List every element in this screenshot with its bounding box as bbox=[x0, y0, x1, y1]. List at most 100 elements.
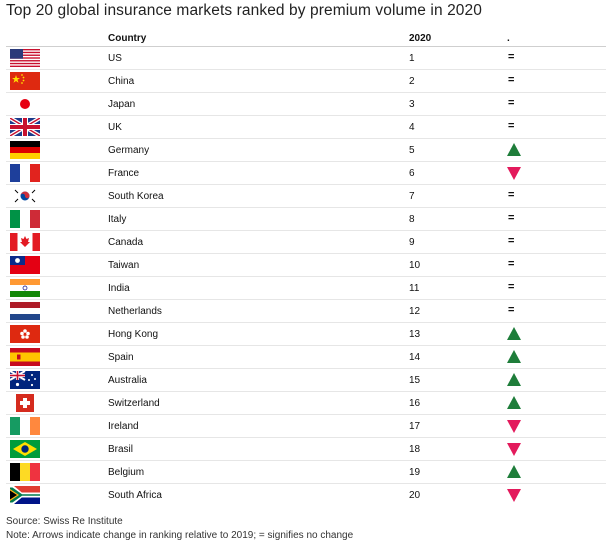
table-row: Australia 15 bbox=[6, 368, 606, 391]
table-row: Hong Kong 13 bbox=[6, 322, 606, 345]
no-change-label: = bbox=[508, 281, 515, 293]
ireland-flag-icon bbox=[10, 417, 40, 435]
rank-value: 6 bbox=[409, 168, 415, 179]
down-arrow-icon bbox=[500, 440, 528, 458]
rank-value: 19 bbox=[409, 467, 421, 478]
rank-value: 2 bbox=[409, 76, 415, 87]
down-arrow-icon bbox=[500, 164, 528, 182]
country-label: Belgium bbox=[108, 467, 145, 478]
uk-flag-icon bbox=[10, 118, 40, 136]
no-change-marker: = bbox=[500, 302, 528, 320]
country-label: Hong Kong bbox=[108, 329, 159, 340]
table-row: South Korea 7 = bbox=[6, 184, 606, 207]
down-arrow-icon bbox=[500, 417, 528, 435]
australia-flag-icon bbox=[10, 371, 40, 389]
taiwan-flag-icon bbox=[10, 256, 40, 274]
no-change-marker: = bbox=[500, 118, 528, 136]
table-row: Germany 5 bbox=[6, 138, 606, 161]
rank-value: 9 bbox=[409, 237, 415, 248]
rank-value: 8 bbox=[409, 214, 415, 225]
south-korea-flag-icon bbox=[10, 187, 40, 205]
header-change: . bbox=[507, 33, 510, 44]
us-flag-icon bbox=[10, 49, 40, 67]
no-change-marker: = bbox=[500, 233, 528, 251]
country-label: Japan bbox=[108, 99, 136, 110]
germany-flag-icon bbox=[10, 141, 40, 159]
no-change-marker: = bbox=[500, 187, 528, 205]
header-country: Country bbox=[108, 33, 147, 44]
japan-flag-icon bbox=[10, 95, 40, 113]
india-flag-icon bbox=[10, 279, 40, 297]
table-row: Canada 9 = bbox=[6, 230, 606, 253]
rank-value: 12 bbox=[409, 306, 421, 317]
rank-value: 20 bbox=[409, 490, 421, 501]
country-label: US bbox=[108, 53, 122, 64]
country-label: China bbox=[108, 76, 135, 87]
table-row: Taiwan 10 = bbox=[6, 253, 606, 276]
no-change-marker: = bbox=[500, 279, 528, 297]
no-change-marker: = bbox=[500, 256, 528, 274]
china-flag-icon bbox=[10, 72, 40, 90]
table-body: US 1 = China 2 = Japan 3 = UK 4 = Germany 5 France 6 Sou… bbox=[0, 46, 611, 506]
country-label: UK bbox=[108, 122, 122, 133]
no-change-label: = bbox=[508, 235, 515, 247]
source-note: Source: Swiss Re Institute bbox=[6, 516, 123, 527]
netherlands-flag-icon bbox=[10, 302, 40, 320]
table-header: Country 2020 . bbox=[0, 30, 611, 46]
no-change-label: = bbox=[508, 74, 515, 86]
france-flag-icon bbox=[10, 164, 40, 182]
table-row: India 11 = bbox=[6, 276, 606, 299]
country-label: Taiwan bbox=[108, 260, 140, 271]
hong-kong-flag-icon bbox=[10, 325, 40, 343]
down-arrow-icon bbox=[500, 486, 528, 504]
rank-value: 4 bbox=[409, 122, 415, 133]
table-row: China 2 = bbox=[6, 69, 606, 92]
country-label: Germany bbox=[108, 145, 150, 156]
country-label: France bbox=[108, 168, 140, 179]
table-row: Japan 3 = bbox=[6, 92, 606, 115]
rank-value: 13 bbox=[409, 329, 421, 340]
header-rank: 2020 bbox=[409, 33, 432, 44]
ranking-table: Country 2020 . US 1 = China 2 = Japan 3 = UK 4 = Ger… bbox=[0, 30, 611, 506]
no-change-label: = bbox=[508, 51, 515, 63]
switzerland-flag-icon bbox=[10, 394, 40, 412]
brazil-flag-icon bbox=[10, 440, 40, 458]
country-label: India bbox=[108, 283, 130, 294]
no-change-label: = bbox=[508, 212, 515, 224]
up-arrow-icon bbox=[500, 141, 528, 159]
table-row: Ireland 17 bbox=[6, 414, 606, 437]
country-label: Italy bbox=[108, 214, 127, 225]
rank-value: 5 bbox=[409, 145, 415, 156]
table-row: Italy 8 = bbox=[6, 207, 606, 230]
country-label: Ireland bbox=[108, 421, 139, 432]
canada-flag-icon bbox=[10, 233, 40, 251]
country-label: South Korea bbox=[108, 191, 164, 202]
table-row: Switzerland 16 bbox=[6, 391, 606, 414]
no-change-marker: = bbox=[500, 72, 528, 90]
country-label: Canada bbox=[108, 237, 144, 248]
country-label: Netherlands bbox=[108, 306, 162, 317]
footnote: Note: Arrows indicate change in ranking … bbox=[6, 530, 354, 541]
italy-flag-icon bbox=[10, 210, 40, 228]
up-arrow-icon bbox=[500, 394, 528, 412]
no-change-marker: = bbox=[500, 49, 528, 67]
no-change-label: = bbox=[508, 258, 515, 270]
up-arrow-icon bbox=[500, 348, 528, 366]
spain-flag-icon bbox=[10, 348, 40, 366]
rank-value: 15 bbox=[409, 375, 421, 386]
chart-title: Top 20 global insurance markets ranked b… bbox=[6, 2, 482, 19]
rank-value: 1 bbox=[409, 53, 415, 64]
up-arrow-icon bbox=[500, 463, 528, 481]
rank-value: 11 bbox=[409, 283, 420, 294]
rank-value: 10 bbox=[409, 260, 421, 271]
no-change-label: = bbox=[508, 120, 515, 132]
country-label: Spain bbox=[108, 352, 134, 363]
rank-value: 18 bbox=[409, 444, 421, 455]
belgium-flag-icon bbox=[10, 463, 40, 481]
rank-value: 3 bbox=[409, 99, 415, 110]
no-change-marker: = bbox=[500, 210, 528, 228]
rank-value: 17 bbox=[409, 421, 421, 432]
table-row: US 1 = bbox=[6, 46, 606, 69]
no-change-label: = bbox=[508, 304, 515, 316]
rank-value: 7 bbox=[409, 191, 415, 202]
